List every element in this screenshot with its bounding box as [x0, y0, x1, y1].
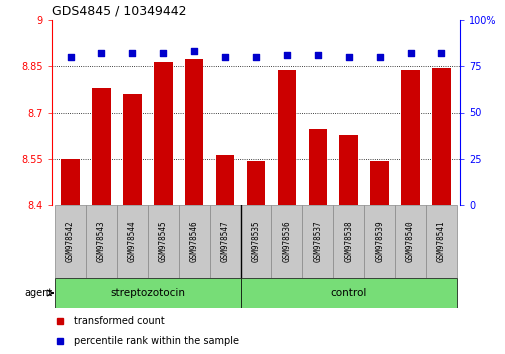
- Bar: [240, 205, 271, 278]
- Text: GSM978539: GSM978539: [374, 221, 383, 262]
- Bar: [431, 68, 450, 205]
- Bar: [178, 205, 209, 278]
- Text: GSM978535: GSM978535: [251, 221, 260, 262]
- Bar: [271, 205, 302, 278]
- Bar: [333, 205, 364, 278]
- Bar: [147, 205, 178, 278]
- Point: [282, 52, 290, 58]
- Bar: [209, 205, 240, 278]
- Text: GSM978546: GSM978546: [189, 221, 198, 262]
- Point: [406, 51, 414, 56]
- Point: [66, 54, 74, 60]
- Text: GSM978547: GSM978547: [220, 221, 229, 262]
- Bar: [246, 161, 265, 205]
- Bar: [86, 205, 117, 278]
- Text: GSM978540: GSM978540: [405, 221, 414, 262]
- Bar: [61, 159, 80, 205]
- Bar: [55, 278, 240, 308]
- Bar: [55, 205, 86, 278]
- Text: transformed count: transformed count: [74, 316, 165, 326]
- Point: [313, 52, 321, 58]
- Bar: [425, 205, 456, 278]
- Bar: [184, 59, 203, 205]
- Bar: [123, 94, 141, 205]
- Point: [221, 54, 229, 60]
- Text: control: control: [330, 288, 366, 298]
- Bar: [370, 161, 388, 205]
- Bar: [92, 88, 111, 205]
- Point: [344, 54, 352, 60]
- Point: [375, 54, 383, 60]
- Bar: [400, 70, 419, 205]
- Bar: [240, 278, 456, 308]
- Point: [251, 54, 260, 60]
- Bar: [302, 205, 333, 278]
- Text: GSM978538: GSM978538: [343, 221, 352, 262]
- Text: GSM978536: GSM978536: [282, 221, 291, 262]
- Bar: [364, 205, 394, 278]
- Bar: [277, 70, 295, 205]
- Text: streptozotocin: streptozotocin: [110, 288, 185, 298]
- Text: GSM978543: GSM978543: [97, 221, 106, 262]
- Text: GSM978542: GSM978542: [66, 221, 75, 262]
- Point: [159, 51, 167, 56]
- Bar: [394, 205, 425, 278]
- Bar: [117, 205, 147, 278]
- Text: GSM978544: GSM978544: [128, 221, 136, 262]
- Text: GSM978537: GSM978537: [313, 221, 322, 262]
- Bar: [308, 129, 326, 205]
- Point: [436, 51, 444, 56]
- Point: [128, 51, 136, 56]
- Point: [97, 51, 106, 56]
- Point: [190, 48, 198, 54]
- Bar: [216, 155, 234, 205]
- Text: GSM978545: GSM978545: [159, 221, 168, 262]
- Bar: [154, 62, 172, 205]
- Text: percentile rank within the sample: percentile rank within the sample: [74, 336, 239, 346]
- Text: GDS4845 / 10349442: GDS4845 / 10349442: [52, 5, 186, 18]
- Text: agent: agent: [24, 288, 53, 298]
- Text: GSM978541: GSM978541: [436, 221, 445, 262]
- Bar: [339, 135, 358, 205]
